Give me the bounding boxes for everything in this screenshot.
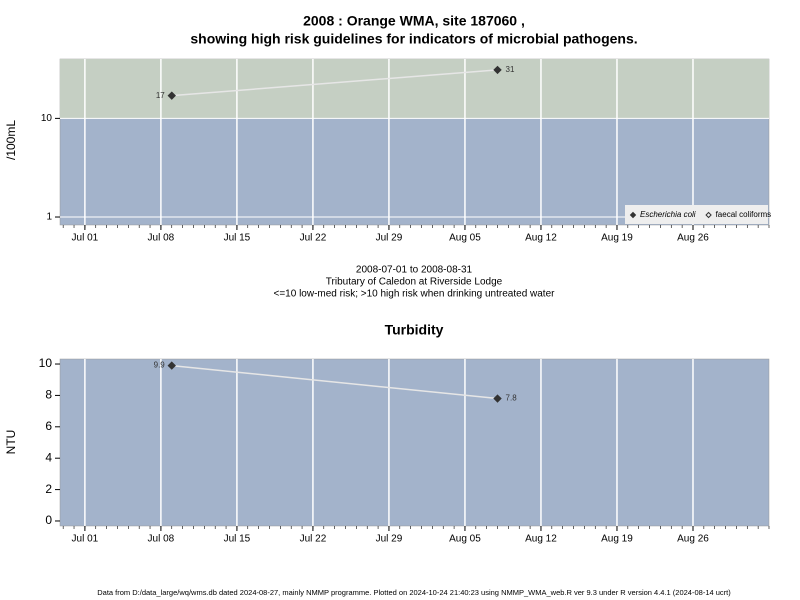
y-tick-label: 8 (45, 388, 52, 402)
x-tick-label: Jul 01 (72, 233, 99, 244)
data-point (493, 65, 502, 75)
x-tick-label: Aug 12 (525, 534, 557, 545)
legend-marker (629, 211, 637, 219)
legend: Escherichia coli faecal coliforms (625, 205, 771, 224)
x-tick-label: Jul 01 (72, 534, 99, 545)
series-line (171, 69, 498, 97)
legend-label: Escherichia coli (640, 210, 696, 219)
x-tick-label: Aug 05 (449, 233, 481, 244)
chart-subtitle: showing high risk guidelines for indicat… (190, 31, 637, 47)
data-label: 31 (506, 65, 515, 74)
footer: Data from D:/data_large/wq/wms.db dated … (97, 588, 731, 597)
annotation: 2008-07-01 to 2008-08-31 (356, 265, 473, 276)
data-point (167, 91, 176, 100)
annotation: Tributary of Caledon at Riverside Lodge (326, 277, 503, 288)
x-tick-label: Aug 05 (449, 534, 481, 545)
x-tick-label: Jul 08 (148, 233, 175, 244)
chart-title: Turbidity (385, 322, 444, 338)
data-label: 17 (156, 91, 165, 100)
data-point (167, 361, 176, 370)
y-tick-label: 2 (45, 482, 52, 496)
y-tick-label: 4 (45, 450, 52, 464)
y-tick-label: 1 (46, 212, 52, 223)
y-axis-title: /100mL (4, 120, 18, 160)
y-tick-label: 10 (39, 356, 53, 370)
y-axis-title: NTU (4, 430, 18, 455)
x-tick-label: Aug 26 (677, 534, 709, 545)
legend-marker (705, 211, 712, 219)
x-tick-label: Jul 29 (376, 534, 403, 545)
legend-label: faecal coliforms (716, 210, 772, 219)
x-tick-label: Jul 08 (148, 534, 175, 545)
x-tick-label: Aug 19 (601, 534, 633, 545)
x-tick-label: Jul 22 (300, 534, 327, 545)
x-tick-label: Jul 15 (224, 534, 251, 545)
data-point (493, 394, 502, 403)
y-tick-label: 0 (45, 513, 52, 527)
chart-title: 2008 : Orange WMA, site 187060 , (303, 13, 525, 29)
data-label: 7.8 (506, 394, 518, 403)
legend-box (625, 205, 768, 224)
risk-band (60, 59, 769, 119)
x-tick-label: Jul 29 (376, 233, 403, 244)
annotation: <=10 low-med risk; >10 high risk when dr… (274, 289, 556, 300)
x-tick-label: Aug 19 (601, 233, 633, 244)
y-tick-label: 10 (41, 113, 53, 124)
y-tick-label: 6 (45, 419, 52, 433)
x-tick-label: Jul 22 (300, 233, 327, 244)
plot-background (59, 358, 770, 527)
x-tick-label: Aug 12 (525, 233, 557, 244)
x-tick-label: Jul 15 (224, 233, 251, 244)
x-tick-label: Aug 26 (677, 233, 709, 244)
data-label: 9.9 (154, 361, 166, 370)
series-line (171, 364, 498, 400)
